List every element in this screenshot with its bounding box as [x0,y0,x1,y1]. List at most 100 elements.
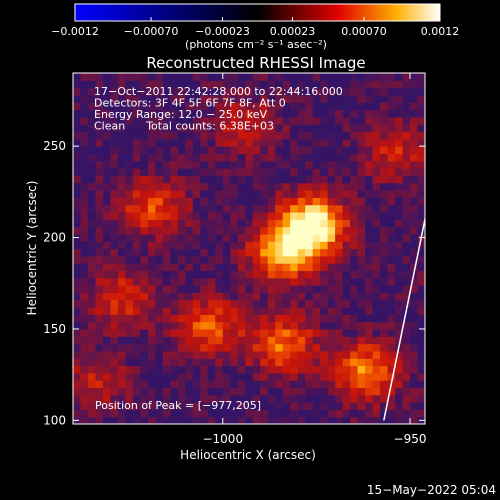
heatmap-cell [372,102,381,111]
heatmap-cell [222,416,231,424]
heatmap-cell [102,204,112,213]
heatmap-cell [132,402,142,410]
heatmap-cell [395,372,404,381]
heatmap-cell [357,219,366,228]
heatmap-cell [200,343,209,352]
heatmap-cell [395,146,404,155]
heatmap-cell [305,372,314,381]
heatmap-cell [222,277,231,286]
heatmap-cell [147,233,156,242]
heatmap-cell [222,263,231,272]
heatmap-cell [380,124,389,133]
heatmap-cell [170,182,179,191]
heatmap-cell [245,314,254,323]
heatmap-cell [155,394,164,403]
heatmap-cell [230,138,239,147]
heatmap-cell [417,365,425,374]
heatmap-cell [267,350,276,359]
heatmap-cell [215,299,224,308]
heatmap-cell [125,138,134,147]
heatmap-cell [245,350,254,359]
heatmap-cell [357,204,366,213]
heatmap-cell [380,190,389,198]
heatmap-cell [110,153,119,162]
heatmap-cell [252,380,261,389]
heatmap-cell [177,102,186,111]
heatmap-cell [402,168,411,176]
heatmap-cell [230,116,239,125]
heatmap-cell [117,409,127,418]
heatmap-cell [350,219,359,228]
heatmap-cell [192,175,201,184]
heatmap-cell [417,387,425,396]
heatmap-cell [162,321,171,330]
heatmap-cell [110,80,119,89]
heatmap-cell [290,292,299,301]
heatmap-cell [417,197,425,206]
heatmap-cell [222,314,231,323]
heatmap-cell [87,182,97,191]
heatmap-cell [140,204,149,213]
heatmap-cell [125,175,134,184]
heatmap-cell [402,416,411,424]
heatmap-cell [215,416,224,424]
heatmap-cell [95,73,104,81]
heatmap-cell [117,168,127,176]
heatmap-cell [342,241,351,250]
heatmap-cell [215,211,224,220]
heatmap-cell [73,73,82,81]
heatmap-cell [297,321,306,330]
heatmap-cell [95,336,104,345]
heatmap-cell [147,365,156,374]
heatmap-cell [215,226,224,235]
heatmap-cell [162,182,171,191]
heatmap-cell [365,285,374,293]
heatmap-cell [380,285,389,293]
heatmap-cell [342,402,351,410]
heatmap-cell [117,336,127,345]
heatmap-cell [357,73,366,81]
heatmap-cell [185,350,194,359]
heatmap-cell [290,263,299,272]
heatmap-cell [170,285,179,293]
heatmap-cell [140,190,149,198]
heatmap-cell [87,204,97,213]
heatmap-cell [312,307,321,315]
heatmap-cell [170,87,179,96]
heatmap-cell [110,233,119,242]
heatmap-cell [372,175,381,184]
heatmap-cell [237,182,246,191]
heatmap-cell [297,197,306,206]
heatmap-cell [162,197,171,206]
heatmap-cell [237,241,246,250]
heatmap-cell [95,416,104,424]
heatmap-cell [200,80,209,89]
heatmap-cell [87,80,97,89]
heatmap-cell [380,350,389,359]
heatmap-cell [417,94,425,103]
colorbar-units-label: (photons cm⁻² s⁻¹ asec⁻²) [185,38,327,51]
heatmap-cell [327,321,336,330]
heatmap-cell [357,336,366,345]
heatmap-cell [192,277,201,286]
heatmap-cell [372,299,381,308]
heatmap-cell [312,248,321,257]
heatmap-cell [335,248,344,257]
heatmap-cell [387,314,396,323]
heatmap-cell [185,277,194,286]
heatmap-cell [80,402,89,410]
heatmap-cell [125,204,134,213]
heatmap-cell [73,80,82,89]
heatmap-cell [372,211,381,220]
heatmap-cell [222,292,231,301]
heatmap-cell [170,153,179,162]
heatmap-cell [80,109,89,118]
heatmap-cell [155,102,164,111]
heatmap [73,73,425,424]
heatmap-cell [132,343,142,352]
heatmap-cell [305,226,314,235]
heatmap-cell [125,102,134,111]
heatmap-cell [402,175,411,184]
heatmap-cell [275,241,284,250]
heatmap-cell [402,204,411,213]
